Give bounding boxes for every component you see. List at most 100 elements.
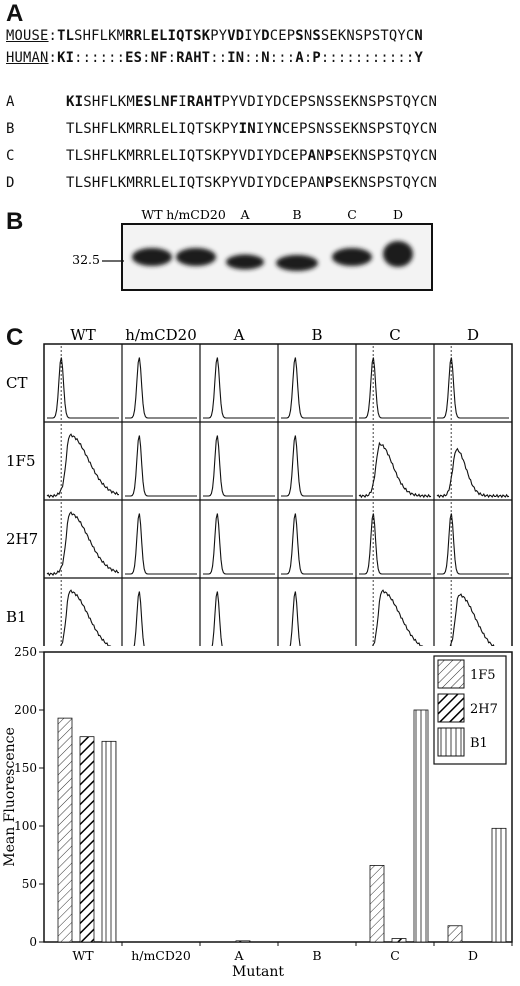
sequence-segment: SHFLKM [74, 28, 126, 44]
sequence-segment: VD [227, 28, 245, 44]
flow-histogram [437, 513, 509, 575]
flow-column-label: C [389, 326, 400, 344]
flow-histogram [281, 435, 353, 497]
species-separator: : [48, 28, 58, 44]
alignment-row-human: HUMAN:KI::::::ES:NF:RAHT::IN::N:::A:P:::… [6, 50, 423, 66]
sequence-segment: N [261, 50, 270, 66]
sequence-segment: ELIQTSK [150, 28, 211, 44]
flow-row-label: B1 [6, 608, 27, 626]
flow-histogram [359, 357, 431, 419]
sequence-segment: : [167, 50, 177, 66]
sequence-segment: IN [227, 50, 245, 66]
species-separator: : [48, 50, 58, 66]
sequence-segment: N [273, 121, 282, 137]
mutant-label: A [6, 94, 15, 110]
panel-a-letter: A [6, 0, 24, 27]
panel-c-letter: C [6, 324, 24, 351]
sequence-segment: IN [238, 121, 256, 137]
sequence-segment: ES [125, 50, 143, 66]
x-tick-label: D [468, 948, 478, 963]
sequence-segment: RR [125, 28, 143, 44]
blot-lane-label: WT [141, 210, 163, 222]
western-blot: WT h/mCD20 A B C D 32.5 [72, 210, 433, 291]
sequence-segment: SEKNSPSTQYC [320, 28, 415, 44]
blot-band [276, 255, 318, 271]
panel-b-letter: B [6, 208, 24, 235]
bar-b1 [413, 709, 429, 943]
flow-histogram [125, 357, 197, 419]
flow-row-label: CT [6, 374, 27, 392]
flow-histogram [125, 435, 197, 497]
sequence-segment: : [142, 50, 151, 66]
flow-row-label: 1F5 [6, 452, 36, 470]
sequence-segment: PY [210, 28, 228, 44]
sequence-segment: A [307, 148, 317, 164]
flow-histogram [203, 513, 275, 575]
blot-band [332, 248, 372, 266]
sequence-segment: CEPSNSSEKNSPSTQYCN [281, 121, 438, 137]
sequence-segment: IY [255, 121, 274, 137]
flow-column-label: A [233, 326, 245, 344]
marker-label: 32.5 [72, 252, 100, 267]
sequence-segment: :: [210, 50, 228, 66]
bar-b1 [491, 827, 507, 943]
mutant-label: C [6, 148, 15, 164]
legend-label: B1 [470, 736, 488, 751]
x-tick-label: C [390, 948, 400, 963]
sequence-segment: TLSHFLKMRRLELIQTSKPYVDIYDCEPAN [66, 175, 325, 191]
flow-histogram [203, 357, 275, 419]
x-axis-label: Mutant [232, 964, 284, 980]
bar-1f5 [369, 865, 385, 943]
sequence-segment: KI [57, 50, 75, 66]
sequence-segment: A [295, 50, 304, 66]
sequence-segment: Y [414, 50, 423, 66]
legend-swatch [437, 659, 465, 689]
y-axis-label: Mean Fluorescence [2, 727, 18, 867]
blot-lane-label: D [393, 210, 403, 222]
sequence-segment: I [178, 94, 187, 110]
flow-histogram [359, 513, 431, 575]
x-tick-label: A [233, 948, 244, 963]
blot-band [176, 248, 216, 266]
flow-histogram [125, 513, 197, 575]
flow-histogram [46, 511, 120, 577]
sequence-segment: RAHT [176, 50, 211, 66]
species-label: MOUSE [6, 28, 49, 44]
legend-swatch [437, 727, 465, 757]
flow-column-label: h/mCD20 [125, 326, 197, 344]
sequence-segment: S [295, 28, 304, 44]
flow-histogram [133, 591, 145, 646]
sequence-segment: P [324, 175, 334, 191]
sequence-segment: SEKNSPSTQYCN [333, 175, 438, 191]
flow-histogram [203, 435, 275, 497]
bar-2h7 [79, 736, 95, 943]
mutant-sequence: KISHFLKMESLNFIRAHTPYVDIYDCEPSNSSEKNSPSTQ… [66, 94, 437, 110]
flow-column-label: B [311, 326, 322, 344]
blot-band [383, 241, 413, 267]
legend-swatch [437, 693, 465, 723]
blot-lane-label: C [347, 210, 357, 222]
blot-lane-label: A [239, 210, 250, 222]
flow-histogram [211, 591, 223, 646]
flow-histogram [358, 441, 432, 499]
sequence-segment: D [261, 28, 270, 44]
blot-band [226, 254, 264, 270]
sequence-segment: N [316, 148, 325, 164]
flow-histogram [47, 357, 119, 419]
sequence-segment: RAHT [186, 94, 222, 110]
sequence-segment: ES [135, 94, 153, 110]
sequence-segment: TL [57, 28, 75, 44]
flow-histogram [372, 589, 424, 646]
flow-histogram [281, 513, 353, 575]
sequence-segment: N [303, 28, 313, 44]
flow-histogram [46, 433, 120, 499]
y-tick-label: 0 [29, 935, 37, 949]
sequence-segment: IY [244, 28, 262, 44]
sequence-segment: L [152, 94, 161, 110]
mutant-label: B [6, 121, 15, 137]
bar-2h7 [391, 938, 407, 943]
x-tick-label: B [312, 948, 321, 963]
y-tick-label: 100 [14, 819, 37, 833]
flow-histogram [449, 593, 495, 646]
sequence-segment: P [324, 148, 334, 164]
